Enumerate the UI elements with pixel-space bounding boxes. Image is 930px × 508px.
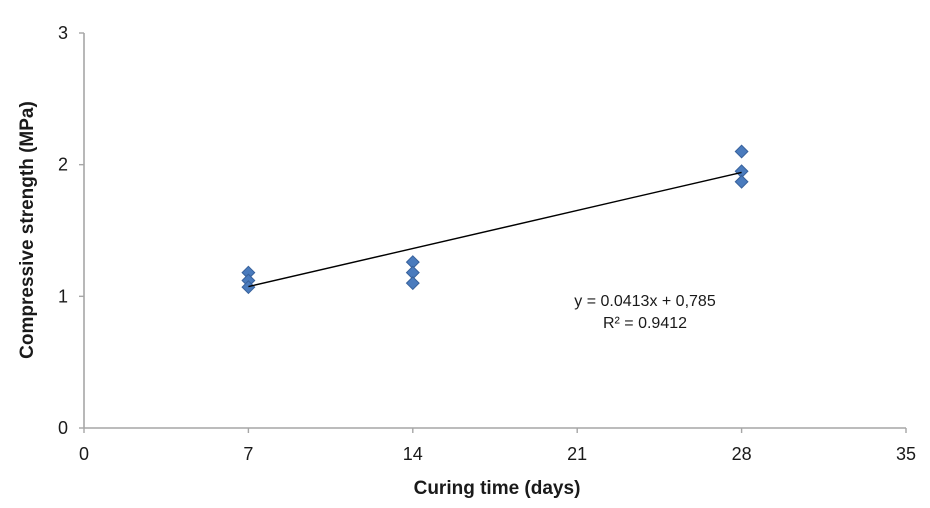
r-squared-label: R² = 0.9412 (602, 315, 688, 332)
x-tick-label: 0 (79, 444, 89, 464)
trendline-annotation: y = 0.0413x + 0,785 R² = 0.9412 (574, 291, 715, 335)
x-tick-label: 14 (403, 444, 423, 464)
x-tick-label: 28 (732, 444, 752, 464)
y-tick-label: 0 (58, 418, 68, 438)
x-tick-label: 7 (243, 444, 253, 464)
y-axis-title: Compressive strength (MPa) (17, 101, 38, 359)
y-tick-label: 3 (58, 23, 68, 43)
data-point (405, 276, 420, 291)
trendline-equation: y = 0.0413x + 0,785 (574, 293, 716, 310)
x-axis-title: Curing time (days) (413, 478, 581, 499)
y-tick-label: 1 (58, 286, 68, 306)
trendline (248, 171, 742, 288)
data-point (734, 144, 749, 159)
y-tick-label: 2 (58, 155, 68, 175)
x-tick-label: 21 (567, 444, 587, 464)
data-point (734, 174, 749, 189)
x-tick-label: 35 (896, 444, 916, 464)
